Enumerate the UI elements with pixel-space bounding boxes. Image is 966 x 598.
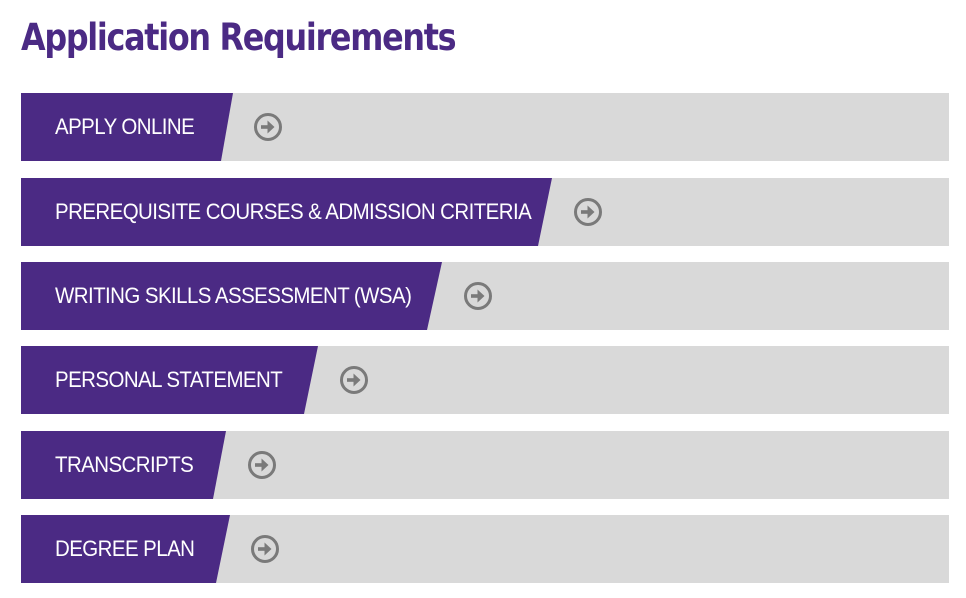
requirement-label: WRITING SKILLS ASSESSMENT (WSA) [55, 283, 412, 308]
requirement-label-box: APPLY ONLINE [21, 93, 233, 161]
requirement-label: TRANSCRIPTS [55, 452, 194, 477]
requirement-row-writing-skills-assessment[interactable]: WRITING SKILLS ASSESSMENT (WSA) [21, 262, 949, 330]
requirement-row-prerequisite-courses[interactable]: PREREQUISITE COURSES & ADMISSION CRITERI… [21, 178, 949, 246]
requirement-label-box: PERSONAL STATEMENT [21, 346, 318, 414]
circle-arrow-right-icon[interactable] [249, 533, 281, 565]
requirement-label: PERSONAL STATEMENT [55, 367, 283, 392]
requirement-row-apply-online[interactable]: APPLY ONLINE [21, 93, 949, 161]
requirement-row-degree-plan[interactable]: DEGREE PLAN [21, 515, 949, 583]
page-title: Application Requirements [21, 16, 457, 59]
requirement-label-box: DEGREE PLAN [21, 515, 230, 583]
requirement-label-box: TRANSCRIPTS [21, 431, 226, 499]
requirement-label: PREREQUISITE COURSES & ADMISSION CRITERI… [55, 199, 532, 224]
requirement-row-personal-statement[interactable]: PERSONAL STATEMENT [21, 346, 949, 414]
requirement-label-box: WRITING SKILLS ASSESSMENT (WSA) [21, 262, 442, 330]
circle-arrow-right-icon[interactable] [572, 196, 604, 228]
circle-arrow-right-icon[interactable] [246, 449, 278, 481]
circle-arrow-right-icon[interactable] [462, 280, 494, 312]
requirement-label: APPLY ONLINE [55, 114, 195, 139]
circle-arrow-right-icon[interactable] [252, 111, 284, 143]
circle-arrow-right-icon[interactable] [338, 364, 370, 396]
requirement-row-transcripts[interactable]: TRANSCRIPTS [21, 431, 949, 499]
requirement-label: DEGREE PLAN [55, 536, 195, 561]
requirement-label-box: PREREQUISITE COURSES & ADMISSION CRITERI… [21, 178, 552, 246]
